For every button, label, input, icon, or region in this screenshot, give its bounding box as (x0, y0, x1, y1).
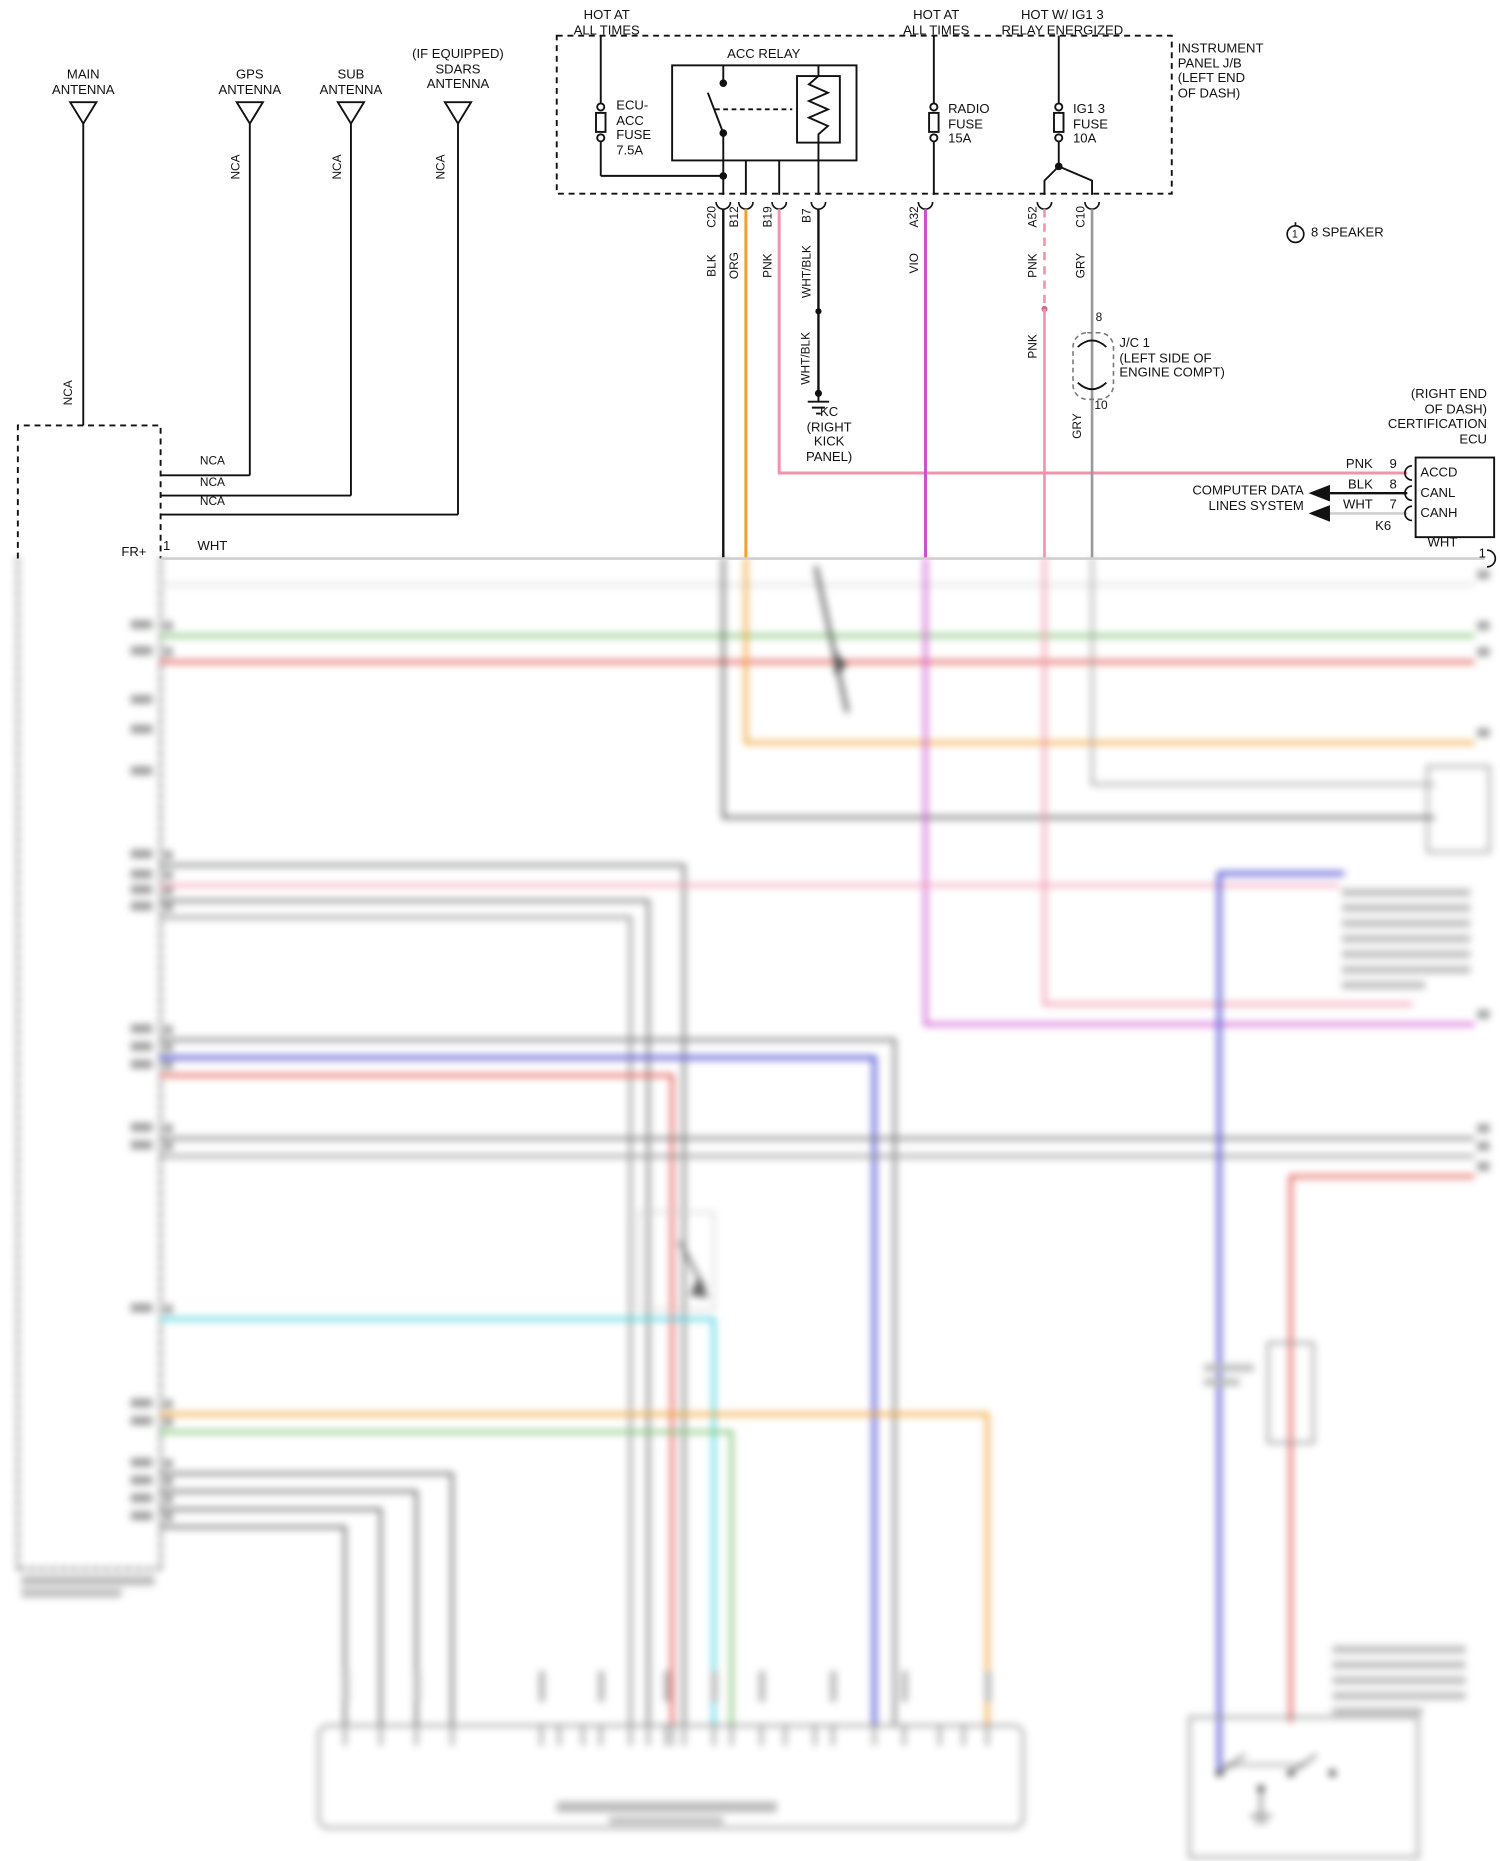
label-wire-gry: GRY (1074, 252, 1088, 279)
label-wire-whtblk: WHT/BLK (801, 245, 815, 298)
label-ecu-pin1-wire: PNK (1345, 457, 1373, 472)
blurred-rotated-labels (342, 1670, 991, 1702)
label-wire-pnk2: PNK (1027, 253, 1041, 278)
kc-ground-symbol (807, 393, 830, 415)
certification-ecu-box (1414, 456, 1496, 539)
label-jb-title: INSTRUMENT PANEL J/B (LEFT END OF DASH) (1177, 41, 1264, 101)
label-ig1-fuse: IG1 3 FUSE 10A (1073, 102, 1108, 147)
label-sdars-antenna: (IF EQUIPPED) SDARS ANTENNA (412, 47, 504, 92)
data-line-arrow-2 (1308, 505, 1330, 522)
label-pin-b7: B7 (801, 208, 815, 223)
label-acc-relay: ACC RELAY (727, 47, 801, 62)
label-pin-a52: A52 (1027, 206, 1041, 228)
label-sub-antenna: SUB ANTENNA (319, 67, 383, 97)
label-ecu-pin2-wire: BLK (1348, 477, 1373, 492)
label-right-pin1: 1 (1478, 546, 1486, 561)
radio-fuse-symbol (928, 35, 940, 195)
label-nca-sdars: NCA (434, 154, 448, 180)
jb-connector-arcs (715, 201, 1101, 210)
label-ecu-acc-fuse: ECU- ACC FUSE 7.5A (616, 98, 652, 158)
label-right-wht: WHT (1427, 535, 1458, 551)
label-jc1-title: J/C 1 (LEFT SIDE OF ENGINE COMPT) (1119, 336, 1225, 381)
junction-block-box (555, 34, 1173, 195)
receiver-box-top (16, 424, 162, 559)
label-wire-org: ORG (728, 252, 742, 280)
sdars-antenna-symbol (160, 101, 473, 516)
label-ecu-title: (RIGHT END OF DASH) CERTIFICATION ECU (1387, 387, 1487, 447)
label-nca-h3: NCA (199, 495, 225, 509)
label-nca-gps: NCA (230, 154, 244, 180)
blurred-text-blocks (21, 888, 1471, 1825)
speaker-count-badge-icon (1286, 222, 1305, 244)
label-nca-h2: NCA (199, 476, 225, 490)
label-wire-vio: VIO (908, 252, 922, 274)
blurred-pin-labels (130, 570, 1490, 1522)
label-pin-c10: C10 (1074, 205, 1088, 228)
right-edge-connector-arc (1486, 549, 1497, 568)
label-main-antenna: MAIN ANTENNA (52, 67, 115, 97)
label-nca-main: NCA (62, 380, 76, 406)
label-ecu-canh: CANH (1420, 506, 1458, 521)
ig1-fuse-symbol (1043, 35, 1094, 195)
label-fr-wht: WHT (197, 539, 228, 554)
label-nca-sub: NCA (331, 154, 345, 180)
ecu-connector-arcs (1404, 465, 1413, 522)
label-ecu-pin1-num: 9 (1389, 457, 1397, 472)
label-pin-b12: B12 (728, 206, 742, 228)
label-pin-c20: C20 (706, 205, 720, 228)
label-pin-a32: A32 (908, 206, 922, 228)
label-radio-fuse: RADIO FUSE 15A (948, 102, 990, 147)
label-fr-pin: 1 (162, 539, 171, 554)
label-ecu-connector-k6: K6 (1375, 519, 1392, 534)
label-ecu-pin2-num: 8 (1389, 477, 1397, 492)
label-nca-h1: NCA (199, 455, 225, 469)
label-hot-ig13: HOT W/ IG1 3 RELAY ENERGIZED (1001, 8, 1124, 38)
label-hot-at-all-times-2: HOT AT ALL TIMES (903, 8, 970, 38)
label-gps-antenna: GPS ANTENNA (218, 67, 282, 97)
label-wire-pnk: PNK (761, 253, 776, 278)
label-jc1-gry: GRY (1071, 413, 1085, 439)
label-kc-ground: KC (RIGHT KICK PANEL) (805, 405, 853, 465)
sub-antenna-symbol (160, 101, 366, 497)
label-a52-pnk: PNK (1027, 334, 1041, 359)
label-shield-whtblk: WHT/BLK (800, 331, 814, 385)
label-jc1-pin8: 8 (1095, 311, 1103, 325)
wire-pnk-b19 (777, 209, 1408, 475)
label-pin-b19: B19 (761, 206, 776, 228)
label-speaker-badge: 1 (1291, 228, 1298, 241)
label-ecu-pin3-num: 7 (1389, 497, 1397, 513)
jc1-symbol (1072, 331, 1115, 401)
label-ecu-canl: CANL (1420, 486, 1456, 501)
label-jc1-pin10: 10 (1094, 399, 1108, 413)
label-fr-plus: FR+ (121, 545, 147, 560)
label-ecu-accd: ACCD (1420, 465, 1458, 481)
gps-antenna-symbol (160, 101, 265, 477)
main-antenna-symbol (68, 101, 99, 426)
data-line-arrow-1 (1308, 484, 1330, 502)
label-ecu-pin3-wire: WHT (1343, 497, 1373, 513)
label-speaker-note: 8 SPEAKER (1310, 225, 1384, 241)
ecu-acc-fuse-symbol (595, 35, 724, 177)
acc-relay-symbol (671, 64, 858, 195)
label-hot-at-all-times-1: HOT AT ALL TIMES (573, 8, 640, 38)
label-wire-blk: BLK (706, 254, 720, 277)
label-computer-data-lines: COMPUTER DATA LINES SYSTEM (1192, 483, 1304, 513)
